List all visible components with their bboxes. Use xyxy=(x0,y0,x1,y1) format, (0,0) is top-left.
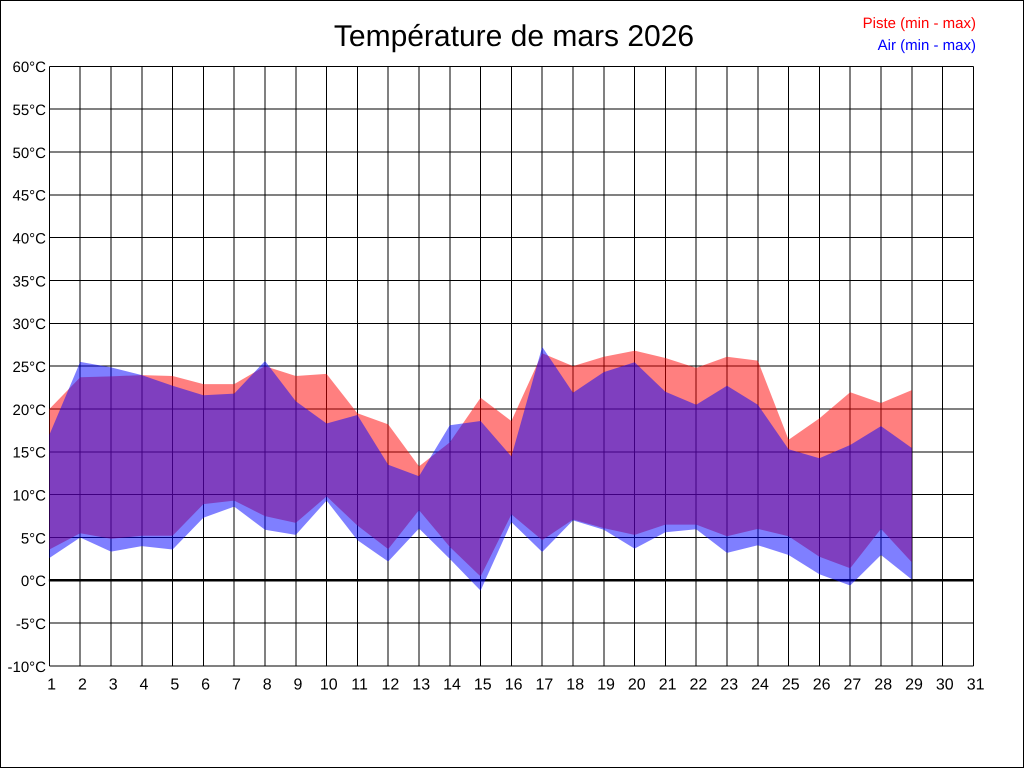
svg-text:-10°C: -10°C xyxy=(7,659,46,676)
svg-text:Température de mars 2026: Température de mars 2026 xyxy=(334,20,694,53)
svg-text:16: 16 xyxy=(505,676,523,693)
svg-text:Piste (min - max): Piste (min - max) xyxy=(863,15,976,32)
svg-text:21: 21 xyxy=(659,676,677,693)
svg-text:17: 17 xyxy=(536,676,554,693)
svg-text:19: 19 xyxy=(597,676,615,693)
svg-text:20°C: 20°C xyxy=(12,402,46,419)
svg-text:15: 15 xyxy=(474,676,492,693)
svg-text:14: 14 xyxy=(443,676,461,693)
svg-text:29: 29 xyxy=(905,676,923,693)
svg-text:26: 26 xyxy=(813,676,831,693)
svg-text:3: 3 xyxy=(109,676,118,693)
svg-text:40°C: 40°C xyxy=(12,230,46,247)
svg-text:10°C: 10°C xyxy=(12,487,46,504)
svg-text:23: 23 xyxy=(720,676,738,693)
svg-text:6: 6 xyxy=(201,676,210,693)
svg-text:15°C: 15°C xyxy=(12,445,46,462)
svg-text:13: 13 xyxy=(412,676,430,693)
svg-text:9: 9 xyxy=(294,676,303,693)
svg-text:2: 2 xyxy=(78,676,87,693)
svg-text:24: 24 xyxy=(751,676,769,693)
svg-text:55°C: 55°C xyxy=(12,102,46,119)
svg-text:18: 18 xyxy=(566,676,584,693)
svg-text:7: 7 xyxy=(232,676,241,693)
svg-text:1: 1 xyxy=(47,676,56,693)
svg-text:31: 31 xyxy=(967,676,985,693)
svg-text:12: 12 xyxy=(382,676,400,693)
svg-text:30: 30 xyxy=(936,676,954,693)
svg-text:-5°C: -5°C xyxy=(16,616,46,633)
svg-text:25: 25 xyxy=(782,676,800,693)
svg-text:28: 28 xyxy=(874,676,892,693)
svg-text:0°C: 0°C xyxy=(21,573,46,590)
svg-text:8: 8 xyxy=(263,676,272,693)
svg-text:11: 11 xyxy=(351,676,368,693)
svg-text:10: 10 xyxy=(320,676,338,693)
svg-text:5°C: 5°C xyxy=(21,530,46,547)
svg-text:Air (min - max): Air (min - max) xyxy=(878,37,976,54)
svg-text:25°C: 25°C xyxy=(12,359,46,376)
svg-text:30°C: 30°C xyxy=(12,316,46,333)
svg-text:45°C: 45°C xyxy=(12,188,46,205)
svg-text:35°C: 35°C xyxy=(12,273,46,290)
svg-text:60°C: 60°C xyxy=(12,59,46,76)
svg-text:4: 4 xyxy=(140,676,149,693)
svg-text:5: 5 xyxy=(170,676,179,693)
svg-text:22: 22 xyxy=(690,676,708,693)
svg-text:27: 27 xyxy=(844,676,862,693)
svg-text:50°C: 50°C xyxy=(12,145,46,162)
svg-text:20: 20 xyxy=(628,676,646,693)
